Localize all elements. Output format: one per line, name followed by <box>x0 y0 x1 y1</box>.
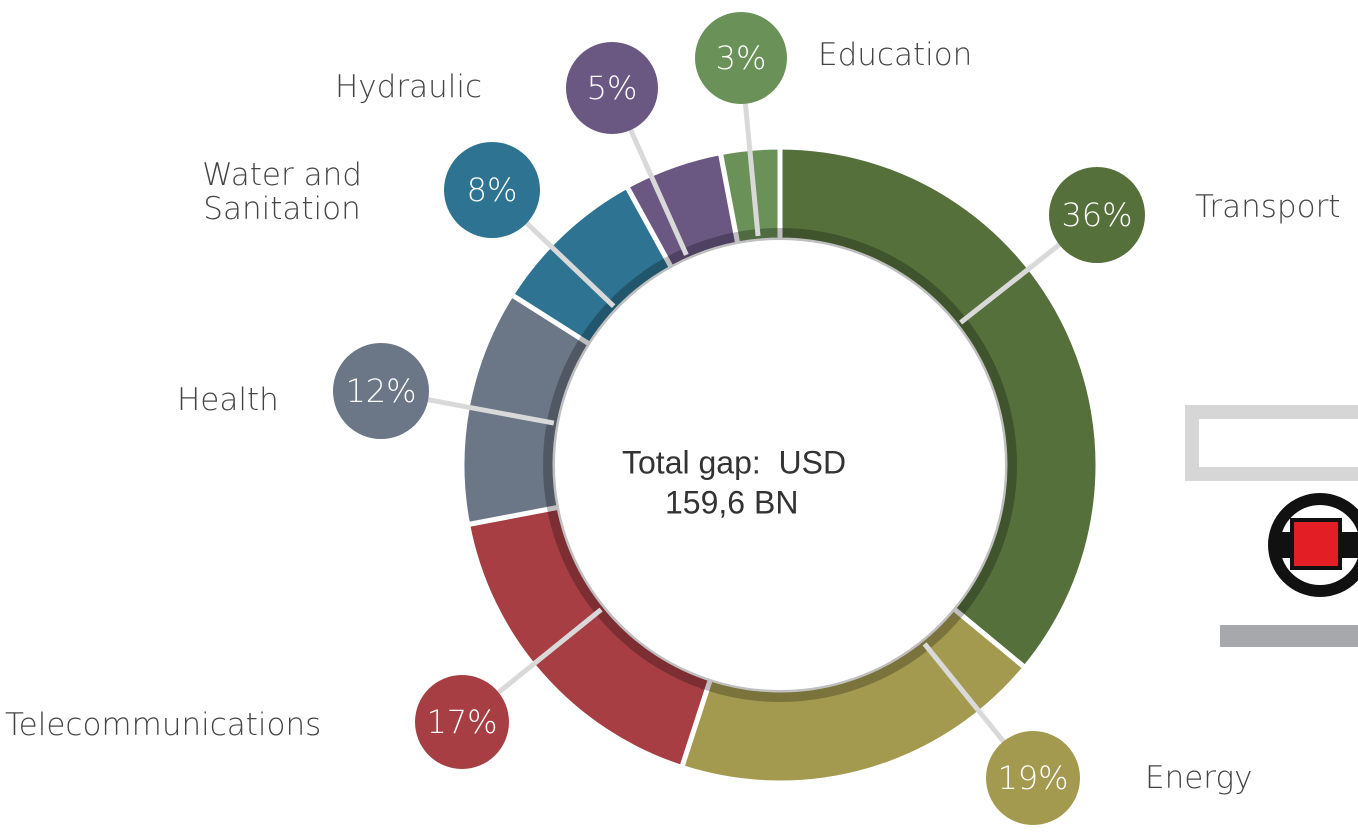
percent-bubble <box>333 343 429 439</box>
logo <box>1185 405 1358 647</box>
center-text: 159,6 BN <box>665 484 798 520</box>
percent-bubble <box>986 731 1080 825</box>
donut-segment <box>717 144 783 247</box>
percent-bubble <box>566 42 658 134</box>
category-label: Energy <box>1145 760 1253 796</box>
percent-label: 17% <box>426 703 497 741</box>
category-label: Education <box>818 37 973 73</box>
percent-label: 3% <box>716 39 767 77</box>
percent-bubble <box>1049 167 1145 263</box>
inner-shadow <box>543 228 1017 702</box>
category-label: Transport <box>1195 189 1341 225</box>
percent-label: 5% <box>587 69 638 107</box>
percent-label: 8% <box>467 171 518 209</box>
percent-bubble <box>444 142 540 238</box>
category-label: Telecommunications <box>5 707 322 743</box>
category-label: Water and Sanitation <box>202 157 362 227</box>
center-text: Total gap: USD <box>622 444 846 480</box>
percent-label: 36% <box>1061 196 1132 234</box>
percent-label: 12% <box>345 372 416 410</box>
category-label: Hydraulic <box>335 69 482 105</box>
category-label: Health <box>177 382 279 418</box>
percent-bubble <box>415 675 509 769</box>
percent-label: 19% <box>997 759 1068 797</box>
percent-bubble <box>695 12 787 104</box>
